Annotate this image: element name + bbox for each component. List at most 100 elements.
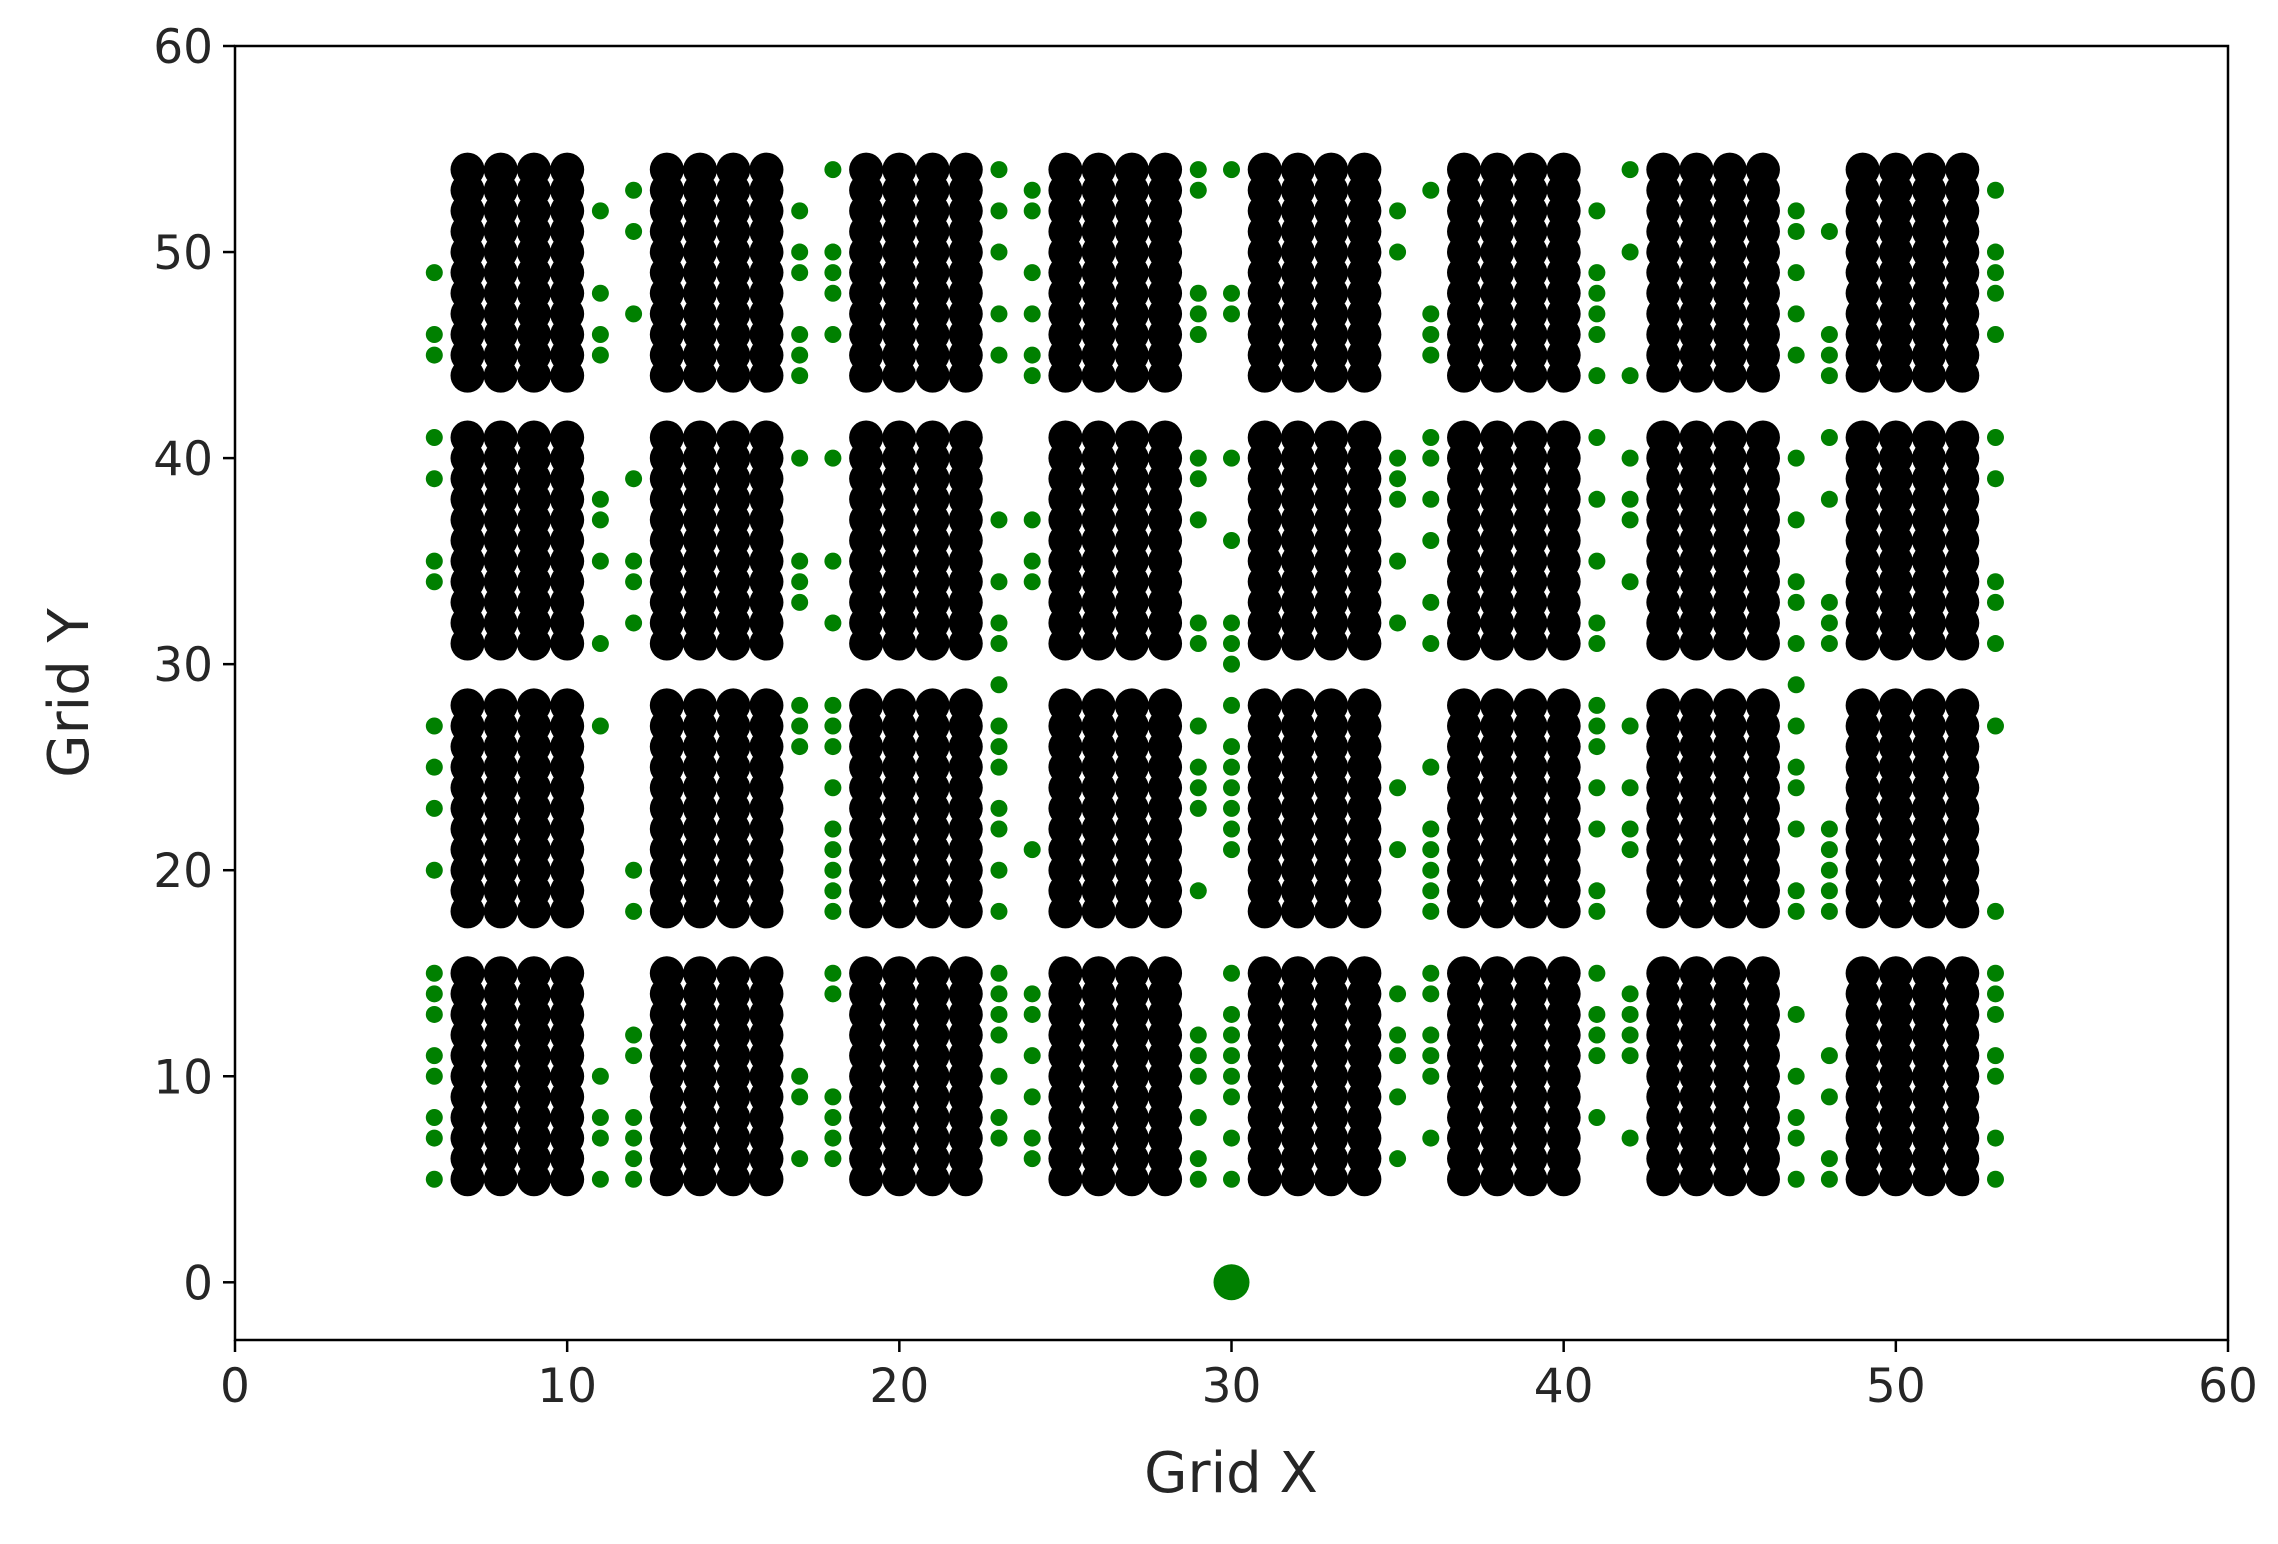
point (1389, 490, 1407, 508)
point (990, 161, 1008, 179)
point (550, 956, 585, 991)
x-axis-label: Grid X (1144, 1441, 1318, 1506)
point (1820, 902, 1838, 920)
point (1314, 688, 1349, 723)
point (1986, 1170, 2004, 1188)
point (425, 985, 443, 1003)
point (591, 1067, 609, 1085)
point (1712, 688, 1747, 723)
point (591, 1108, 609, 1126)
point (824, 1108, 842, 1126)
point (591, 284, 609, 302)
point (516, 420, 551, 455)
point (1048, 420, 1083, 455)
point (990, 964, 1008, 982)
point (1023, 202, 1041, 220)
point (1223, 305, 1240, 323)
point (1787, 264, 1805, 282)
point (849, 152, 884, 187)
point (1347, 688, 1382, 723)
x-tick-label: 40 (1534, 1359, 1594, 1414)
point (791, 552, 809, 570)
point (1314, 420, 1349, 455)
point (1114, 956, 1149, 991)
point (1447, 956, 1482, 991)
point (1588, 1026, 1606, 1044)
point (425, 1108, 443, 1126)
point (824, 738, 842, 756)
point (1787, 305, 1805, 323)
point (1422, 449, 1440, 467)
point (824, 1088, 842, 1106)
point (1223, 1170, 1240, 1188)
point (625, 1150, 643, 1168)
point (824, 985, 842, 1003)
point (1223, 1047, 1240, 1065)
point (1023, 181, 1041, 199)
point (749, 956, 784, 991)
point (1513, 420, 1548, 455)
point (516, 956, 551, 991)
point (990, 511, 1008, 529)
point (1247, 420, 1282, 455)
point (591, 635, 609, 653)
point (1787, 222, 1805, 240)
point (1513, 688, 1548, 723)
point (749, 688, 784, 723)
point (1422, 964, 1440, 982)
point (425, 1170, 443, 1188)
point (1223, 635, 1240, 653)
point (1588, 717, 1606, 735)
point (1422, 490, 1440, 508)
point (425, 1067, 443, 1085)
point (1820, 325, 1838, 343)
point (1023, 1047, 1041, 1065)
point (591, 552, 609, 570)
point (791, 243, 809, 261)
point (1223, 758, 1240, 776)
point (824, 861, 842, 879)
point (1945, 956, 1980, 991)
point (1745, 956, 1780, 991)
point (1223, 614, 1240, 632)
point (716, 420, 751, 455)
point (483, 688, 518, 723)
point (1223, 1005, 1240, 1023)
point (450, 420, 485, 455)
point (625, 573, 643, 591)
point (516, 152, 551, 187)
point (824, 264, 842, 282)
y-axis-label: Grid Y (37, 607, 102, 777)
point (1787, 1129, 1805, 1147)
point (1223, 1067, 1240, 1085)
point (450, 688, 485, 723)
point (425, 1129, 443, 1147)
point (1787, 346, 1805, 364)
point (990, 985, 1008, 1003)
point (1787, 635, 1805, 653)
point (1787, 676, 1805, 694)
point (1588, 779, 1606, 797)
point (791, 202, 809, 220)
point (990, 799, 1008, 817)
point (1247, 956, 1282, 991)
point (1621, 779, 1639, 797)
point (625, 552, 643, 570)
point (882, 688, 917, 723)
point (824, 696, 842, 714)
point (749, 420, 784, 455)
point (425, 428, 443, 446)
y-tick-label: 30 (153, 638, 213, 693)
point (1621, 985, 1639, 1003)
point (1148, 420, 1183, 455)
point (1389, 614, 1407, 632)
point (1422, 758, 1440, 776)
point (1646, 420, 1681, 455)
point (1189, 449, 1207, 467)
point (1213, 1264, 1250, 1301)
point (1745, 688, 1780, 723)
point (849, 688, 884, 723)
point (1621, 511, 1639, 529)
point (1280, 688, 1315, 723)
